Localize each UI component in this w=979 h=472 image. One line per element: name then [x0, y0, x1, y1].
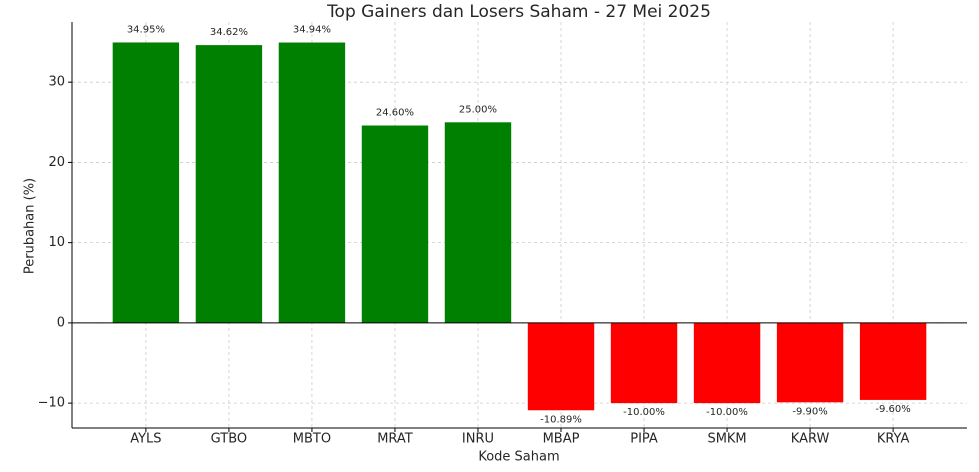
chart-title: Top Gainers dan Losers Saham - 27 Mei 20… [326, 2, 711, 22]
y-tick-label: 20 [48, 155, 65, 170]
value-label: 34.62% [210, 27, 248, 38]
bar [527, 322, 595, 411]
x-tick-label: KRYA [877, 432, 910, 447]
bar [195, 45, 263, 323]
bar [859, 322, 927, 400]
value-label: -10.00% [706, 407, 748, 418]
x-tick-label: PIPA [630, 432, 658, 447]
value-label: 34.95% [127, 24, 165, 35]
bar [361, 125, 429, 323]
bar [776, 322, 844, 403]
y-tick-label: −10 [38, 396, 65, 411]
bar [444, 122, 512, 323]
x-tick-label: GTBO [211, 432, 247, 447]
x-tick-label: KARW [791, 432, 830, 447]
x-tick-label: SMKM [707, 432, 746, 447]
x-axis-label: Kode Saham [478, 450, 559, 465]
x-tick-label: INRU [462, 432, 494, 447]
bar [278, 42, 346, 323]
y-tick-label: 30 [48, 75, 65, 90]
x-tick-label: AYLS [130, 432, 161, 447]
bar [610, 322, 678, 404]
value-label: 34.94% [293, 25, 331, 36]
value-label: 25.00% [459, 104, 497, 115]
y-tick-label: 0 [57, 315, 65, 330]
bar [112, 42, 180, 323]
y-tick-label: 10 [48, 235, 65, 250]
value-label: -9.90% [792, 406, 827, 417]
x-tick-label: MBAP [543, 432, 580, 447]
value-label: 24.60% [376, 108, 414, 119]
x-tick-label: MRAT [377, 432, 413, 447]
x-tick-label: MBTO [293, 432, 331, 447]
bar [693, 322, 761, 404]
y-axis-label: Perubahan (%) [23, 178, 38, 274]
value-label: -10.89% [540, 414, 582, 425]
value-label: -9.60% [875, 404, 910, 415]
value-label: -10.00% [623, 407, 665, 418]
